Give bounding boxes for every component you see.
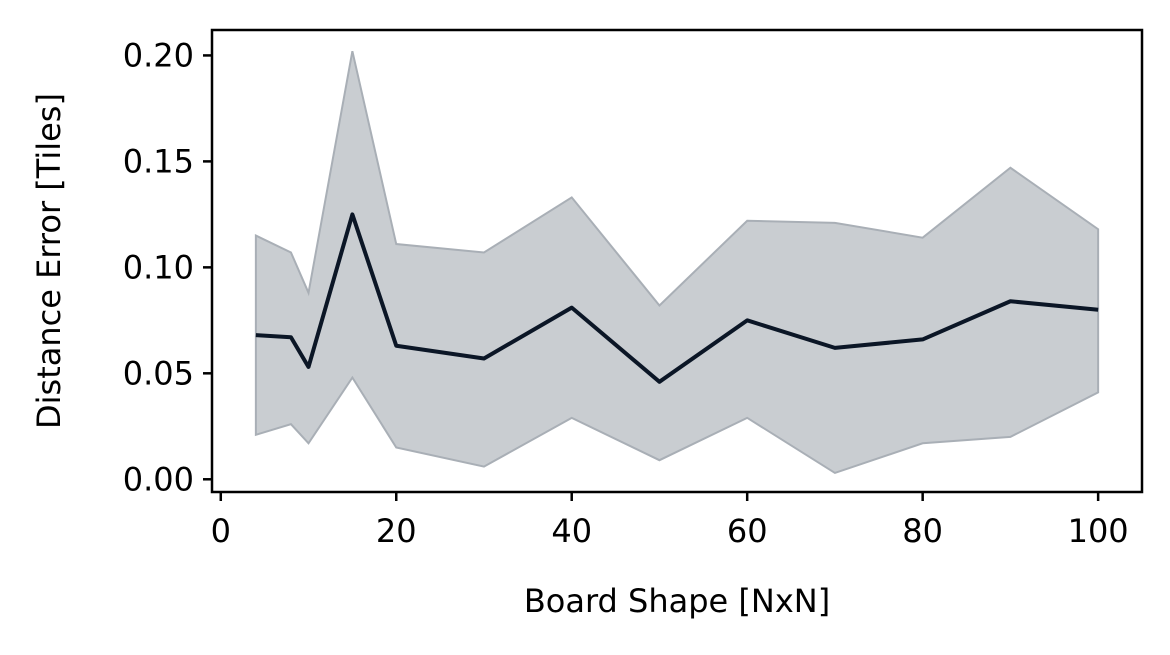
x-axis-label: Board Shape [NxN]: [524, 582, 830, 620]
x-tick-label: 100: [1068, 512, 1129, 550]
x-tick-label: 40: [551, 512, 592, 550]
y-tick-label: 0.20: [123, 36, 194, 74]
series-line-layer: [255, 212, 1099, 384]
y-tick-label: 0.10: [123, 248, 194, 286]
error-band: [254, 50, 1100, 475]
y-tick-label: 0.05: [123, 354, 194, 392]
y-axis-ticks: 0.00 0.05 0.10 0.15 0.20: [123, 36, 212, 498]
x-tick-label: 0: [211, 512, 231, 550]
y-axis-label: Distance Error [Tiles]: [30, 93, 68, 429]
x-tick-label: 20: [376, 512, 417, 550]
error-band-layer: [254, 50, 1100, 475]
x-tick-label: 80: [902, 512, 943, 550]
x-axis-ticks: 0 20 40 60 80 100: [211, 492, 1129, 550]
y-tick-label: 0.00: [123, 460, 194, 498]
series-line-0: [255, 212, 1099, 384]
x-tick-label: 60: [727, 512, 768, 550]
plot-frame: [210, 28, 1144, 494]
y-tick-label: 0.15: [123, 142, 194, 180]
